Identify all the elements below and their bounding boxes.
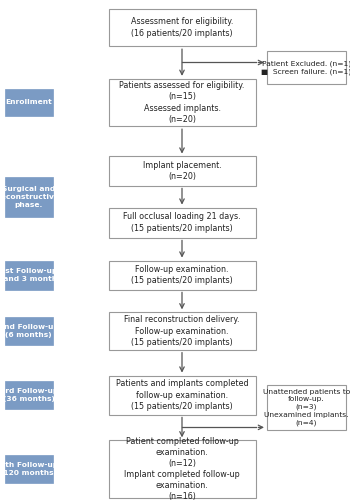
Bar — [108, 260, 256, 290]
Text: Patient completed follow-up
examination.
(n=12)
Implant completed follow-up
exam: Patient completed follow-up examination.… — [124, 437, 240, 500]
Bar — [5, 88, 53, 116]
Text: Full occlusal loading 21 days.
(15 patients/20 implants): Full occlusal loading 21 days. (15 patie… — [123, 212, 241, 233]
Bar — [267, 52, 346, 84]
Text: Follow-up examination.
(15 patients/20 implants): Follow-up examination. (15 patients/20 i… — [131, 265, 233, 285]
Bar — [108, 78, 256, 126]
Text: Surgical and
reconstructive
phase.: Surgical and reconstructive phase. — [0, 186, 60, 208]
Bar — [108, 440, 256, 498]
Bar — [5, 260, 53, 290]
Text: Final reconstruction delivery.
Follow-up examination.
(15 patients/20 implants): Final reconstruction delivery. Follow-up… — [124, 316, 240, 346]
Bar — [5, 381, 53, 409]
Text: Assessment for eligibility.
(16 patients/20 implants): Assessment for eligibility. (16 patients… — [131, 18, 233, 38]
Text: Unattended patients to
follow-up.
(n=3)
Unexamined implants.
(n=4): Unattended patients to follow-up. (n=3) … — [262, 389, 350, 426]
Bar — [267, 385, 346, 430]
Bar — [5, 177, 53, 217]
Text: 3rd Follow-up
(36 months): 3rd Follow-up (36 months) — [0, 388, 58, 402]
Bar — [5, 455, 53, 483]
Text: Enrollment: Enrollment — [5, 100, 52, 105]
Bar — [108, 376, 256, 414]
Text: Patients assessed for eligibility.
(n=15)
Assessed implants.
(n=20): Patients assessed for eligibility. (n=15… — [119, 82, 245, 124]
Bar — [5, 318, 53, 345]
Bar — [108, 208, 256, 238]
Text: 1st Follow-up
(1 and 3 months): 1st Follow-up (1 and 3 months) — [0, 268, 65, 282]
Bar — [108, 8, 256, 46]
Text: Implant placement.
(n=20): Implant placement. (n=20) — [143, 161, 221, 181]
Text: 4th Follow-up
(120 months): 4th Follow-up (120 months) — [0, 462, 58, 476]
Bar — [108, 156, 256, 186]
Text: 2nd Follow-up
(6 months): 2nd Follow-up (6 months) — [0, 324, 58, 338]
Text: Patient Excluded. (n=1)
■  Screen failure. (n=1): Patient Excluded. (n=1) ■ Screen failure… — [261, 60, 350, 74]
Bar — [108, 312, 256, 350]
Text: Patients and implants completed
follow-up examination.
(15 patients/20 implants): Patients and implants completed follow-u… — [116, 380, 248, 410]
